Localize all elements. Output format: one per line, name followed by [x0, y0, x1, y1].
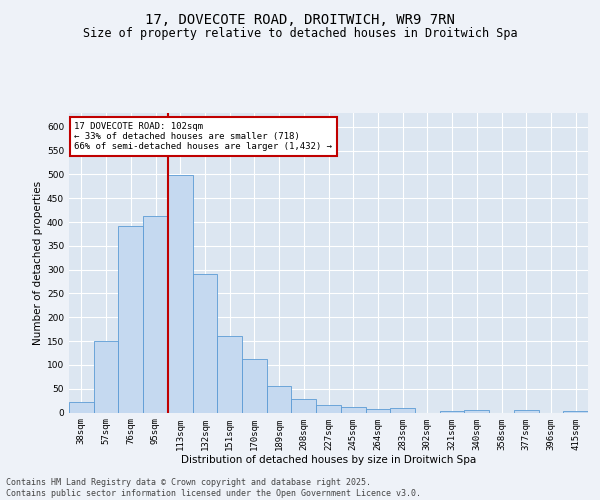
Bar	[440, 411, 464, 412]
Bar	[193, 274, 217, 412]
Bar	[118, 226, 143, 412]
Bar	[341, 407, 365, 412]
Bar	[267, 386, 292, 412]
Bar	[390, 408, 415, 412]
X-axis label: Distribution of detached houses by size in Droitwich Spa: Distribution of detached houses by size …	[181, 455, 476, 465]
Text: 17, DOVECOTE ROAD, DROITWICH, WR9 7RN: 17, DOVECOTE ROAD, DROITWICH, WR9 7RN	[145, 12, 455, 26]
Bar	[365, 409, 390, 412]
Bar	[292, 399, 316, 412]
Bar	[143, 216, 168, 412]
Text: 17 DOVECOTE ROAD: 102sqm
← 33% of detached houses are smaller (718)
66% of semi-: 17 DOVECOTE ROAD: 102sqm ← 33% of detach…	[74, 122, 332, 152]
Bar	[242, 359, 267, 412]
Bar	[316, 406, 341, 412]
Text: Contains HM Land Registry data © Crown copyright and database right 2025.
Contai: Contains HM Land Registry data © Crown c…	[6, 478, 421, 498]
Bar	[94, 341, 118, 412]
Bar	[168, 176, 193, 412]
Bar	[69, 402, 94, 412]
Bar	[563, 411, 588, 412]
Bar	[217, 336, 242, 412]
Bar	[464, 410, 489, 412]
Text: Size of property relative to detached houses in Droitwich Spa: Size of property relative to detached ho…	[83, 28, 517, 40]
Y-axis label: Number of detached properties: Number of detached properties	[33, 180, 43, 344]
Bar	[514, 410, 539, 412]
